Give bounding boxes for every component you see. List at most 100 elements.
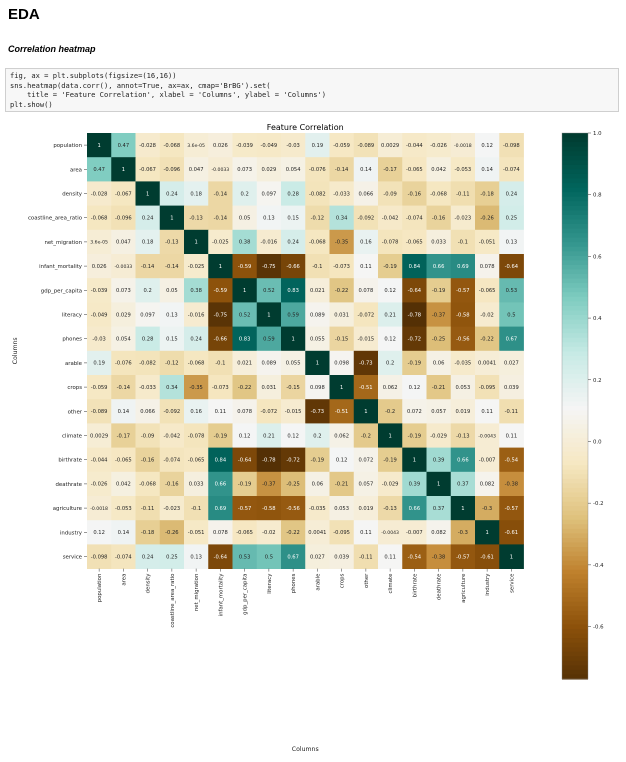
colorbar-tick-label: 0.4: [593, 316, 602, 322]
y-axis-label: Columns: [12, 337, 19, 364]
colorbar-segment: [562, 551, 588, 557]
heatmap-cell: [232, 471, 258, 497]
colorbar-segment: [562, 151, 588, 157]
colorbar-segment: [562, 483, 588, 489]
code-cell[interactable]: fig, ax = plt.subplots(figsize=(16,16)) …: [5, 68, 619, 112]
heatmap-cell: [208, 350, 233, 376]
cell-annotation: -0.068: [309, 240, 326, 246]
colorbar-segment: [562, 301, 588, 307]
cell-annotation: -0.57: [238, 506, 251, 512]
code-line: sns.heatmap(data.corr(), annot=True, ax=…: [10, 80, 271, 90]
cell-annotation: 0.026: [92, 264, 107, 270]
heatmap-cell: [256, 181, 282, 206]
colorbar-segment: [562, 588, 588, 594]
cell-annotation: -0.074: [406, 216, 423, 222]
cell-annotation: -0.059: [91, 385, 108, 391]
cell-annotation: 1: [219, 264, 222, 270]
heatmap-cell: [499, 520, 524, 545]
cell-annotation: -0.3: [482, 506, 492, 512]
heatmap-cell: [475, 447, 500, 473]
colorbar-tick-label: 0.0: [593, 439, 602, 445]
cell-annotation: -0.0018: [90, 506, 108, 512]
cell-annotation: 0.66: [433, 264, 445, 270]
cell-annotation: 1: [291, 337, 294, 343]
colorbar-segment: [562, 173, 588, 180]
cell-annotation: 0.0029: [381, 143, 399, 149]
cell-annotation: 0.5: [507, 312, 515, 318]
heatmap-cell: [305, 375, 330, 400]
x-tick-label: density: [146, 573, 152, 594]
heatmap-cell: [159, 181, 185, 206]
heatmap-cell: [499, 423, 524, 448]
heatmap-cell: [499, 375, 524, 400]
x-tick-label: population: [97, 574, 103, 603]
heatmap-cell: [135, 278, 161, 303]
cell-annotation: 0.83: [287, 288, 299, 294]
cell-annotation: -0.37: [432, 312, 445, 318]
cell-annotation: 0.24: [166, 191, 178, 197]
heatmap-cell: [475, 205, 500, 231]
heatmap-cell: [499, 350, 524, 376]
heatmap-cell: [378, 229, 403, 255]
colorbar-segment: [562, 406, 588, 412]
cell-annotation: 0.078: [237, 409, 252, 415]
cell-annotation: -0.065: [406, 240, 423, 246]
heatmap-cell: [281, 399, 306, 424]
heatmap-cell: [135, 254, 161, 279]
cell-annotation: 0.089: [310, 312, 325, 318]
y-tick-label: net_migration: [44, 240, 82, 246]
heatmap-cell: [329, 133, 355, 158]
x-tick-label: literacy: [267, 573, 273, 594]
cell-annotation: -0.089: [91, 409, 108, 415]
cell-annotation: 0.67: [287, 554, 299, 560]
cell-annotation: 1: [437, 482, 440, 488]
cell-annotation: -0.16: [165, 482, 178, 488]
cell-annotation: 0.073: [237, 167, 252, 173]
cell-annotation: -0.053: [455, 167, 472, 173]
heatmap-cell: [281, 229, 306, 255]
heatmap-cell: [256, 375, 282, 400]
cell-annotation: 0.11: [360, 530, 372, 536]
colorbar-segment: [562, 214, 588, 221]
cell-annotation: -0.19: [214, 433, 227, 439]
heatmap-cell: [135, 205, 161, 231]
heatmap-cell: [450, 399, 476, 424]
colorbar-tick-label: -0.4: [593, 563, 604, 569]
cell-annotation: 0.027: [310, 554, 325, 560]
cell-annotation: -0.076: [309, 167, 326, 173]
cell-annotation: 0.097: [261, 191, 276, 197]
heatmap-cell: [87, 350, 112, 376]
cell-annotation: -0.078: [188, 433, 205, 439]
colorbar-segment: [562, 660, 588, 666]
cell-annotation: -0.049: [261, 143, 278, 149]
colorbar-tick-label: -0.6: [593, 625, 604, 631]
heatmap-cell: [184, 229, 209, 255]
cell-annotation: -0.66: [214, 337, 227, 343]
colorbar-segment: [562, 183, 588, 189]
cell-annotation: 0.25: [166, 554, 178, 560]
heatmap-cell: [353, 350, 379, 376]
cell-annotation: -0.56: [286, 506, 299, 512]
heatmap-cell: [378, 399, 403, 424]
heatmap-cell: [329, 496, 355, 521]
heatmap-cell: [111, 375, 136, 400]
heatmap-cell: [184, 205, 209, 231]
heatmap-cell: [111, 157, 136, 182]
x-tick-label: gdp_per_capita: [243, 574, 249, 615]
heatmap-cell: [281, 278, 306, 303]
cell-annotation: -0.35: [335, 240, 348, 246]
cell-annotation: 0.37: [457, 482, 469, 488]
heatmap-cell: [111, 496, 136, 521]
heatmap-cell: [256, 399, 282, 424]
colorbar-segment: [562, 624, 588, 630]
colorbar-segment: [562, 628, 588, 635]
cell-annotation: 0.39: [433, 458, 445, 464]
heatmap-cell: [329, 181, 355, 206]
heatmap-cell: [184, 133, 209, 158]
cell-annotation: 1: [388, 433, 391, 439]
heatmap-cell: [353, 375, 379, 400]
colorbar-segment: [562, 419, 588, 425]
cell-annotation: 3.6e-05: [90, 240, 108, 246]
heatmap-cell: [378, 302, 403, 327]
heatmap-cell: [329, 350, 355, 376]
